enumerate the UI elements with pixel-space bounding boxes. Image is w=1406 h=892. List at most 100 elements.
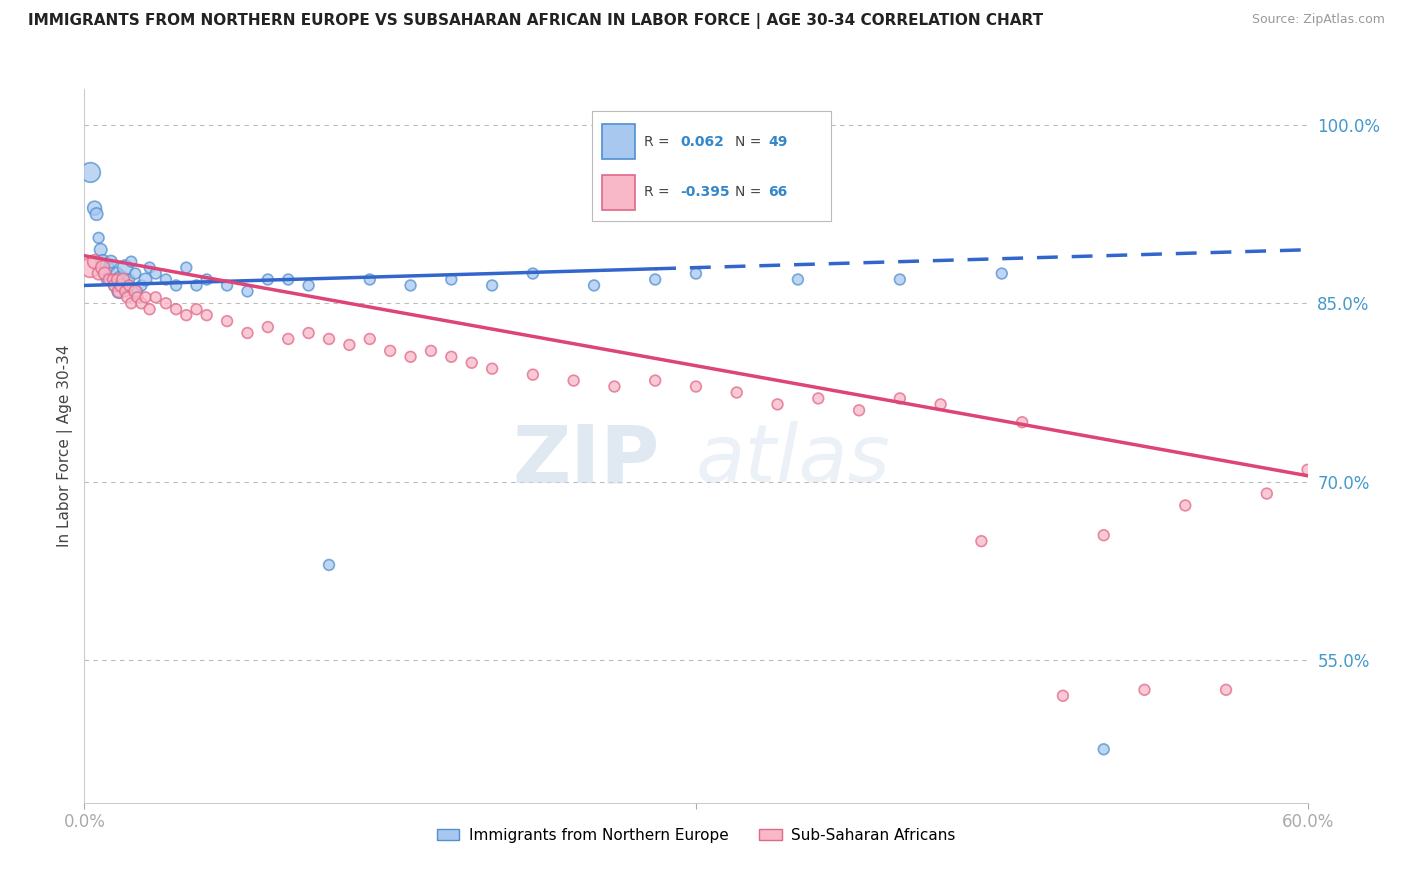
Point [131, 278, 153, 293]
Point [399, 350, 422, 364]
Point [481, 278, 503, 293]
Point [236, 285, 259, 299]
Point [138, 302, 160, 317]
Point [1092, 742, 1115, 756]
Point [1174, 499, 1197, 513]
Point [1011, 415, 1033, 429]
Point [79, 260, 101, 275]
Point [991, 267, 1014, 281]
Point [766, 397, 789, 411]
Point [1092, 528, 1115, 542]
Point [155, 296, 177, 310]
Point [104, 278, 127, 293]
Point [91, 260, 114, 275]
Point [91, 254, 114, 268]
Point [110, 272, 132, 286]
Point [217, 314, 239, 328]
Point [420, 343, 443, 358]
Point [725, 385, 748, 400]
Point [359, 332, 381, 346]
Point [1133, 682, 1156, 697]
Point [522, 368, 544, 382]
Point [155, 272, 177, 286]
Point [112, 272, 135, 286]
Point [481, 361, 503, 376]
Point [461, 356, 484, 370]
Point [83, 201, 105, 215]
Point [339, 338, 361, 352]
Point [186, 302, 208, 317]
Point [277, 332, 299, 346]
Point [186, 278, 208, 293]
Point [583, 278, 606, 293]
Point [174, 260, 197, 275]
Point [87, 267, 110, 281]
Point [108, 285, 131, 299]
Point [96, 272, 118, 286]
Point [298, 326, 321, 340]
Point [131, 296, 153, 310]
Point [110, 278, 132, 293]
Point [145, 267, 167, 281]
Point [277, 272, 299, 286]
Point [440, 272, 463, 286]
Point [195, 272, 218, 286]
Point [1296, 463, 1319, 477]
Point [1215, 682, 1237, 697]
Point [165, 278, 187, 293]
Text: atlas: atlas [696, 421, 891, 500]
Point [1337, 450, 1360, 465]
Point [83, 254, 105, 268]
Point [112, 278, 135, 293]
Point [685, 267, 707, 281]
Point [1378, 468, 1400, 483]
Point [104, 278, 127, 293]
Point [257, 320, 280, 334]
Point [120, 254, 142, 268]
Point [685, 379, 707, 393]
Point [929, 397, 952, 411]
Point [108, 285, 131, 299]
Point [97, 272, 120, 286]
Point [93, 267, 115, 281]
Text: ZIP: ZIP [512, 421, 659, 500]
Point [87, 231, 110, 245]
Point [848, 403, 870, 417]
Point [318, 332, 340, 346]
Point [93, 267, 115, 281]
Point [86, 207, 108, 221]
Point [105, 267, 128, 281]
Point [807, 392, 830, 406]
Point [124, 285, 146, 299]
Point [118, 272, 141, 286]
Point [1399, 463, 1406, 477]
Point [90, 243, 112, 257]
Point [135, 272, 157, 286]
Point [644, 272, 666, 286]
Point [135, 290, 157, 304]
Point [359, 272, 381, 286]
Point [970, 534, 993, 549]
Point [118, 278, 141, 293]
Point [114, 260, 136, 275]
Point [257, 272, 280, 286]
Point [889, 392, 911, 406]
Point [217, 278, 239, 293]
Point [165, 302, 187, 317]
Point [522, 267, 544, 281]
Point [101, 272, 124, 286]
Point [318, 558, 340, 572]
Point [127, 285, 149, 299]
Point [122, 285, 145, 299]
Point [298, 278, 321, 293]
Point [79, 165, 101, 179]
Point [100, 254, 122, 268]
Point [603, 379, 626, 393]
Point [105, 272, 128, 286]
Point [644, 374, 666, 388]
Point [145, 290, 167, 304]
Point [115, 290, 138, 304]
Point [114, 285, 136, 299]
Point [124, 267, 146, 281]
Point [399, 278, 422, 293]
